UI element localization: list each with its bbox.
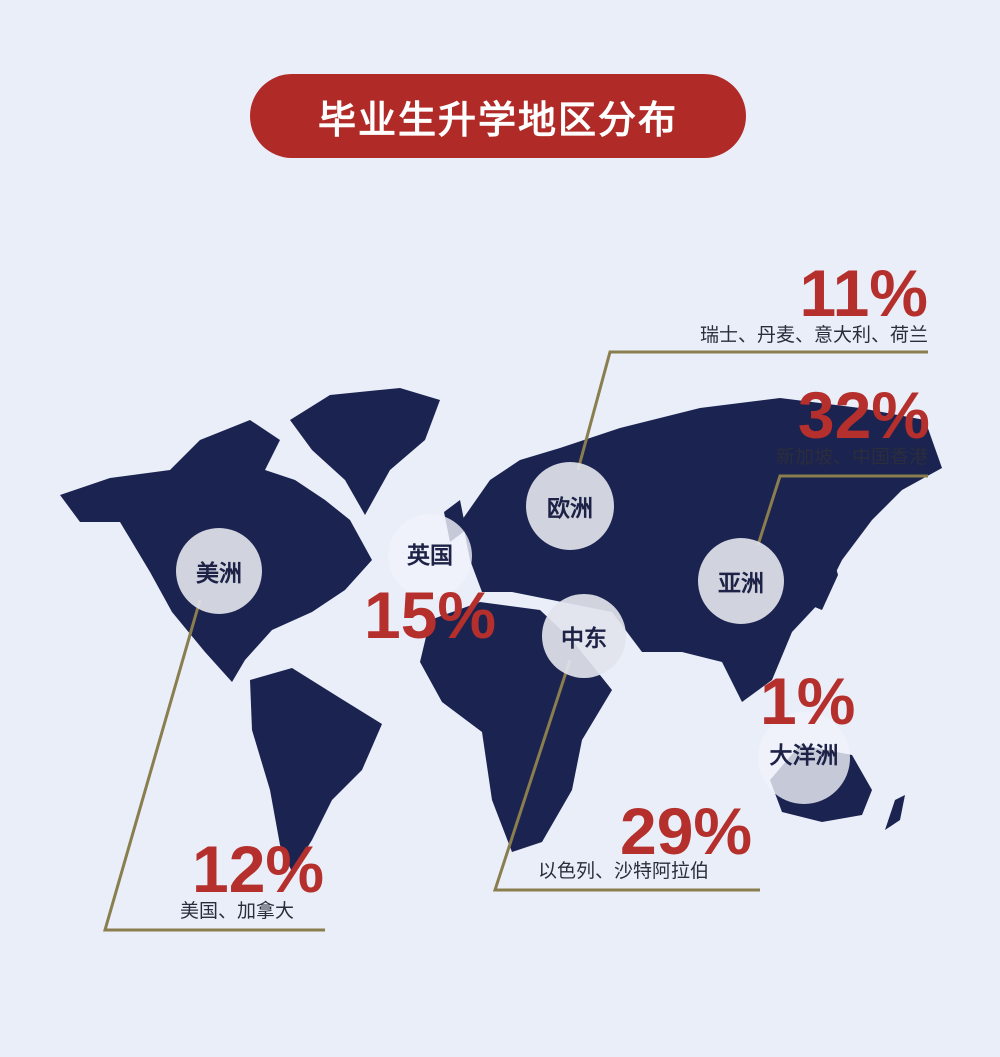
region-circle-americas[interactable]: 美洲	[176, 528, 262, 614]
leader-line-middle-east	[492, 659, 760, 892]
region-circle-uk[interactable]: 英国	[388, 514, 472, 598]
region-label: 英国	[407, 543, 453, 569]
leader-lines	[103, 350, 928, 932]
percent-oceania: 1%	[760, 664, 856, 738]
new-zealand	[885, 795, 905, 830]
south-america	[250, 668, 382, 872]
detail-europe: 瑞士、丹麦、意大利、荷兰	[699, 324, 928, 346]
leader-line-asia	[756, 474, 928, 546]
region-label: 美洲	[196, 561, 242, 587]
detail-americas: 美国、加拿大	[180, 900, 295, 922]
region-label: 大洋洲	[769, 743, 839, 769]
percent-americas: 12%	[192, 832, 325, 906]
region-label: 欧洲	[547, 496, 593, 522]
region-circle-europe[interactable]: 欧洲	[526, 462, 614, 550]
leader-line-americas	[103, 599, 325, 932]
detail-middle-east: 以色列、沙特阿拉伯	[538, 860, 710, 882]
region-label: 亚洲	[718, 571, 764, 597]
percent-uk: 15%	[364, 578, 497, 652]
percent-europe: 11%	[799, 256, 928, 330]
percent-middle-east: 29%	[620, 794, 753, 868]
page-title: 毕业生升学地区分布	[250, 74, 746, 158]
detail-asia: 新加坡、中国香港	[775, 446, 928, 468]
japan	[810, 545, 838, 610]
leader-line-europe	[576, 350, 928, 471]
region-circle-asia[interactable]: 亚洲	[698, 538, 784, 624]
percent-asia: 32%	[797, 378, 930, 452]
greenland	[290, 388, 440, 515]
region-label: 中东	[561, 626, 607, 652]
region-circle-middle-east[interactable]: 中东	[542, 594, 626, 678]
region-circle-oceania[interactable]: 大洋洲	[758, 712, 850, 804]
